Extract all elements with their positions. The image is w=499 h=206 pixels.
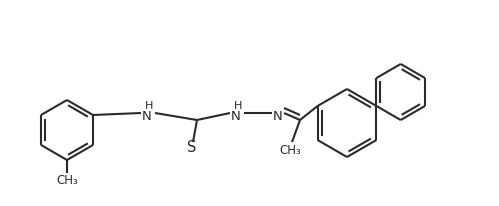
- Text: H: H: [234, 101, 242, 111]
- Text: N: N: [273, 110, 283, 123]
- Text: S: S: [187, 139, 197, 154]
- Text: N: N: [231, 110, 241, 123]
- Text: H: H: [145, 101, 153, 111]
- Text: CH₃: CH₃: [56, 173, 78, 186]
- Text: N: N: [142, 110, 152, 123]
- Text: CH₃: CH₃: [279, 144, 301, 158]
